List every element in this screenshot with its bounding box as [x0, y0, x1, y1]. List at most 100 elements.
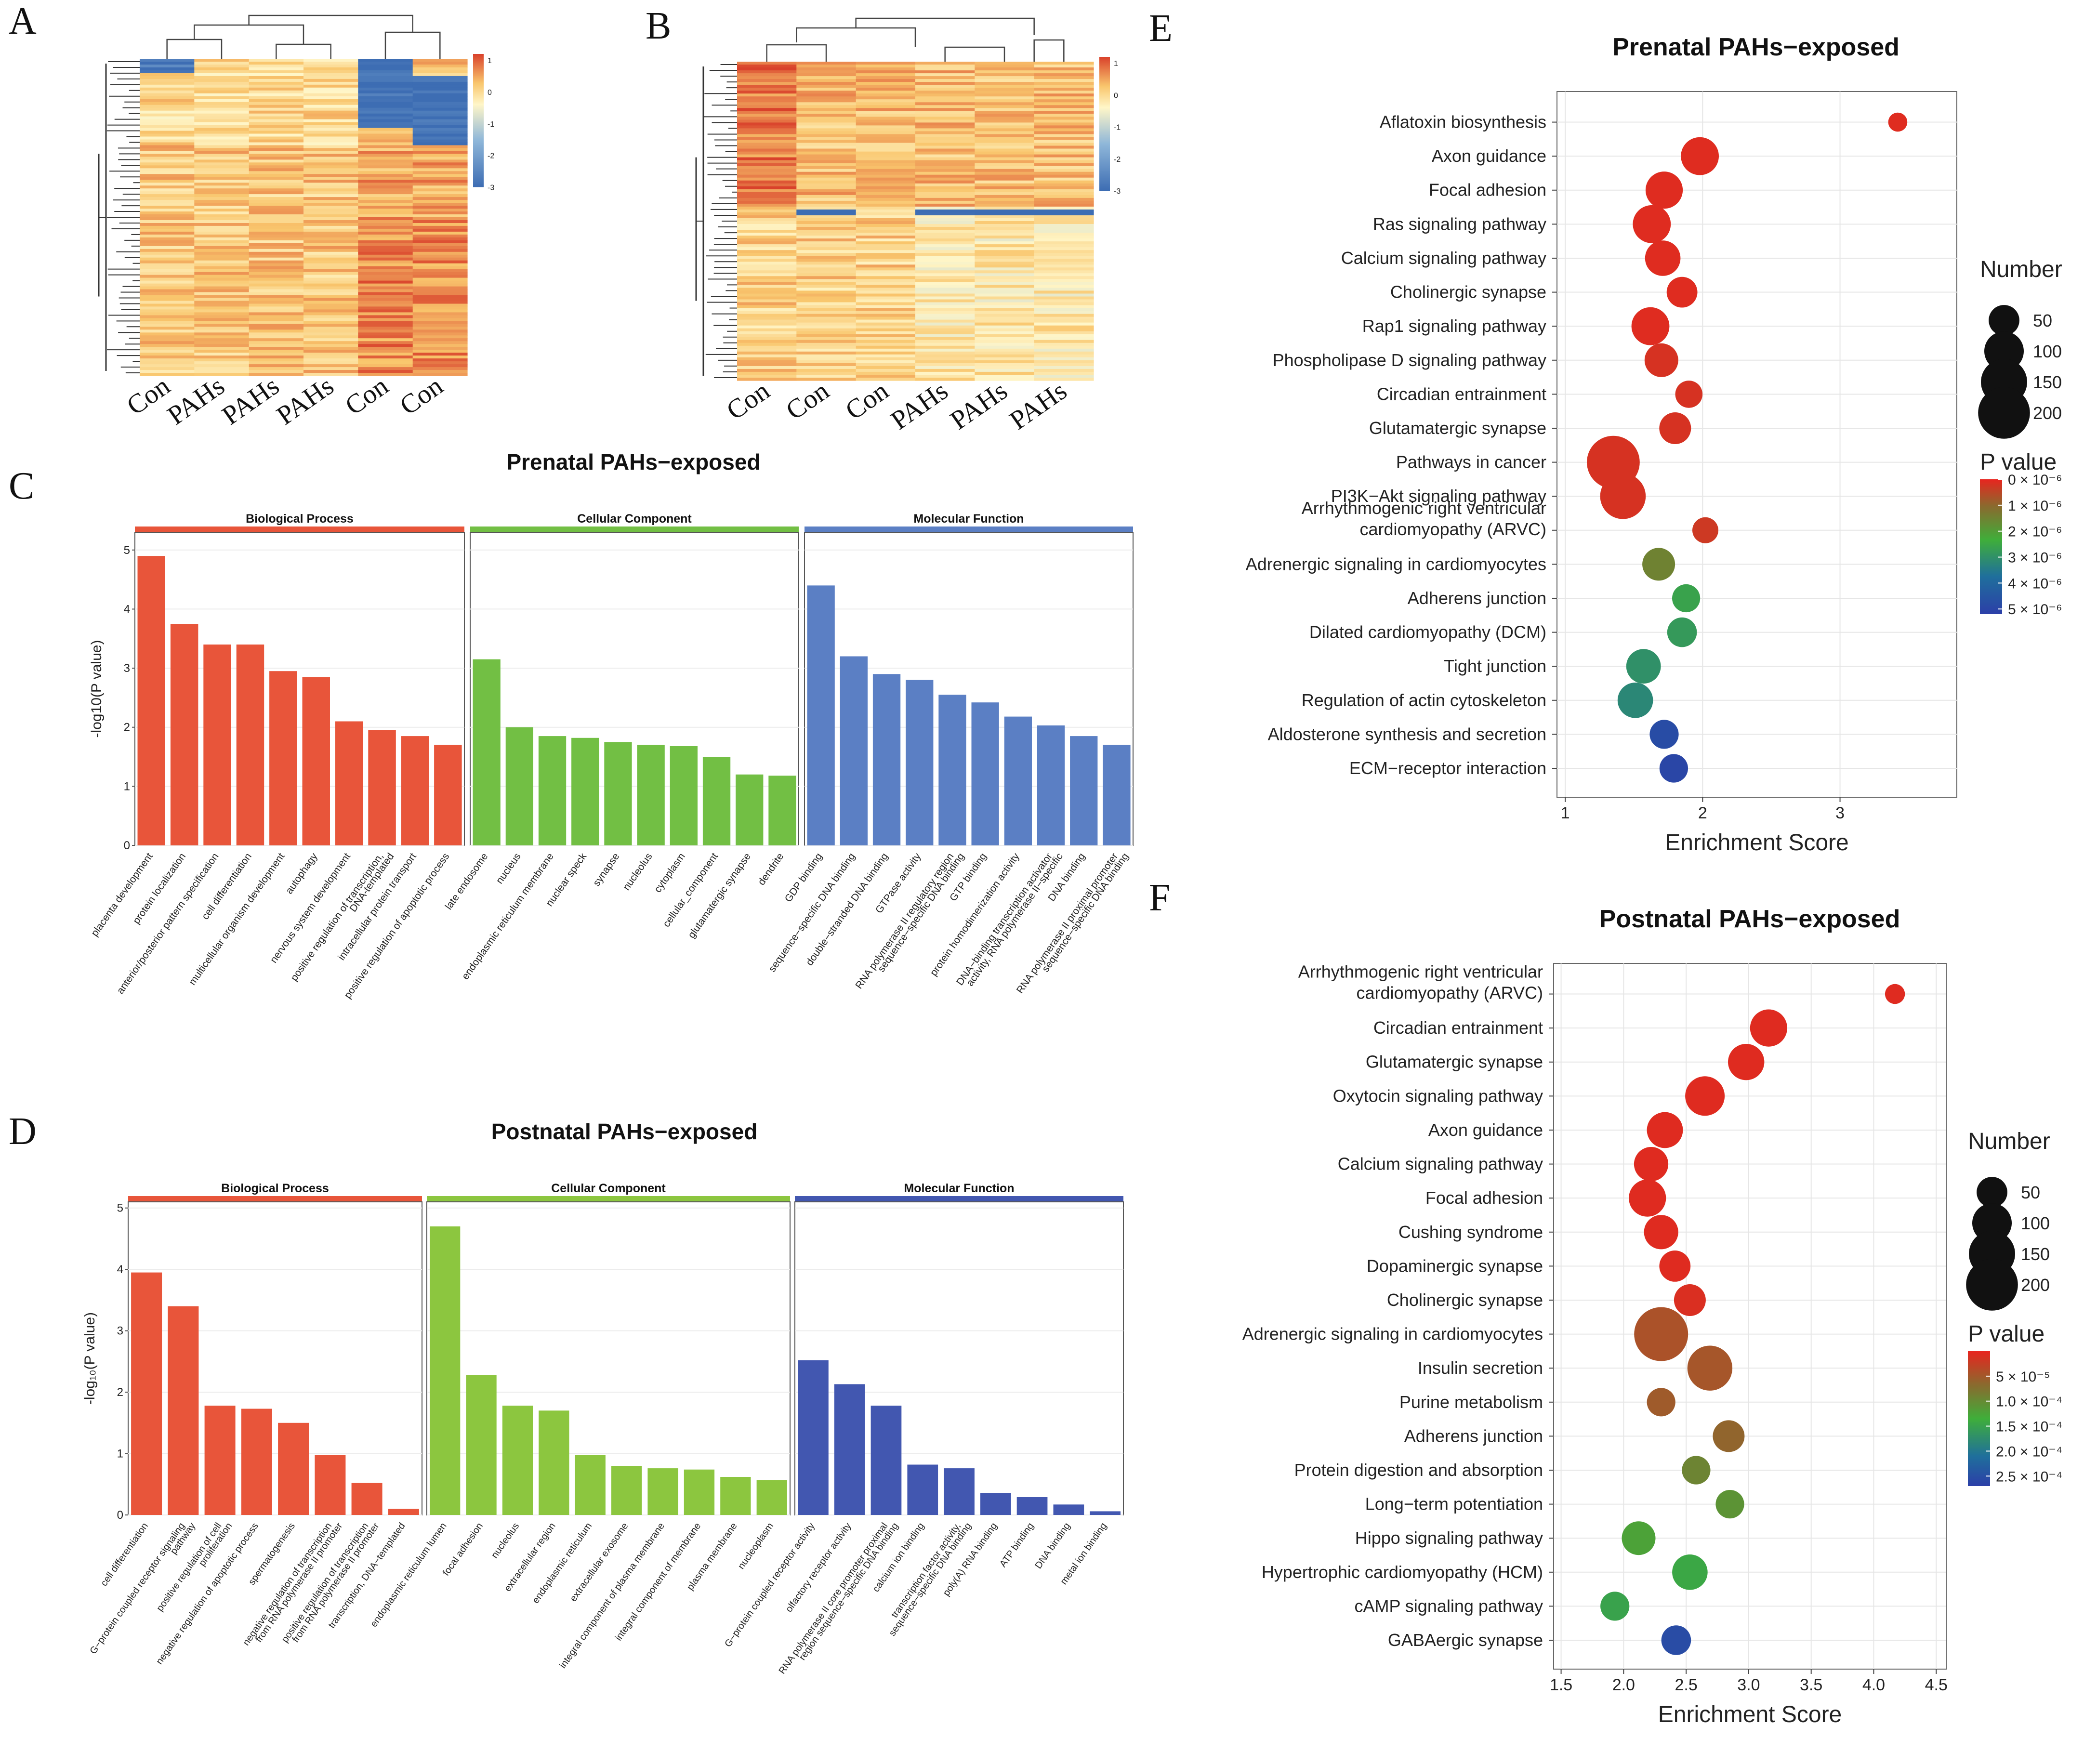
- dendrogram-branch: [766, 44, 827, 62]
- heatmap-cell: [1034, 131, 1094, 134]
- heatmap-cell: [303, 329, 358, 333]
- heatmap-cell: [915, 186, 975, 190]
- point-regulation-of-actin-cytoskeleton: [1617, 683, 1653, 718]
- heatmap-cell: [796, 65, 857, 68]
- heatmap-cell: [856, 131, 916, 134]
- category-label: Tight junction: [1444, 656, 1546, 676]
- heatmap-cell: [1034, 197, 1094, 201]
- bar-intracellular-protein-transport: [401, 736, 429, 845]
- heatmap-cell: [796, 285, 857, 288]
- heatmap-cell: [303, 243, 358, 247]
- heatmap-cell: [1034, 209, 1094, 213]
- point-protein-digestion-and-absorption: [1682, 1456, 1711, 1485]
- size-legend-label: 150: [2033, 372, 2062, 392]
- heatmap-cell: [140, 122, 195, 126]
- heatmap-cell: [303, 355, 358, 359]
- size-legend-circle: [1977, 1177, 2007, 1208]
- heatmap-cell: [303, 93, 358, 97]
- heatmap-cell: [249, 373, 304, 376]
- facet-strip-bar: [805, 527, 1133, 532]
- heatmap-cell: [856, 82, 916, 85]
- heatmap-cell: [358, 312, 413, 316]
- heatmap-cell: [1034, 148, 1094, 152]
- category-label: cardiomyopathy (ARVC): [1360, 519, 1546, 539]
- heatmap-cell: [1034, 247, 1094, 250]
- heatmap-cell: [856, 93, 916, 97]
- plot-frame: [1553, 963, 1947, 1670]
- heatmap-cell: [140, 312, 195, 316]
- heatmap-cell: [412, 260, 468, 264]
- heatmap-cell: [140, 260, 195, 264]
- heatmap-cell: [975, 209, 1035, 213]
- heatmap-cell: [915, 122, 975, 126]
- heatmap-cell: [796, 82, 857, 85]
- heatmap-cell: [194, 73, 250, 77]
- heatmap-cell: [737, 197, 797, 201]
- bar-spermatogenesis: [278, 1422, 309, 1515]
- bar-poly-a-rna-binding: [980, 1493, 1011, 1515]
- heatmap-cell: [1034, 96, 1094, 100]
- heatmap-cell: [856, 166, 916, 170]
- heatmap-cell: [140, 70, 195, 74]
- heatmap-cell: [249, 269, 304, 273]
- heatmap-cell: [303, 194, 358, 197]
- heatmap-cell: [194, 154, 250, 157]
- heatmap-cell: [140, 171, 195, 174]
- heatmap-cell: [358, 257, 413, 261]
- heatmap-cell: [194, 79, 250, 82]
- heatmap-cell: [1034, 91, 1094, 94]
- heatmap-cell: [975, 360, 1035, 364]
- heatmap-cell: [303, 263, 358, 267]
- heatmap-cell: [796, 93, 857, 97]
- heatmap-cell: [140, 277, 195, 281]
- heatmap-cell: [975, 316, 1035, 320]
- column-label: Con: [395, 371, 448, 421]
- heatmap-cell: [358, 347, 413, 350]
- column-dendrogram: [166, 14, 441, 59]
- heatmap-cell: [737, 73, 797, 77]
- heatmap-cell: [303, 223, 358, 226]
- heatmap-cell: [856, 99, 916, 103]
- heatmap-cell: [856, 91, 916, 94]
- category-label: Adrenergic signaling in cardiomyocytes: [1246, 554, 1546, 574]
- heatmap-cell: [249, 102, 304, 105]
- colorbar-tick-label: -2: [1114, 156, 1121, 164]
- heatmap-cell: [412, 341, 468, 344]
- color-legend-label: 5 × 10⁻⁵: [1996, 1369, 2050, 1385]
- heatmap-cell: [796, 166, 857, 170]
- heatmap-cell: [915, 183, 975, 187]
- heatmap-cell: [737, 117, 797, 120]
- heatmap-cell: [194, 174, 250, 177]
- heatmap-cell: [796, 290, 857, 294]
- heatmap-cell: [249, 185, 304, 189]
- heatmap-cell: [796, 174, 857, 178]
- heatmap-cell: [737, 154, 797, 158]
- heatmap-cell: [737, 180, 797, 184]
- heatmap-cell: [737, 62, 797, 65]
- heatmap-cell: [975, 88, 1035, 91]
- heatmap-cell: [140, 76, 195, 79]
- heatmap-cell: [194, 344, 250, 347]
- heatmap-cell: [249, 234, 304, 238]
- heatmap-cell: [1034, 76, 1094, 79]
- heatmap-cell: [796, 337, 857, 341]
- heatmap-cell: [737, 311, 797, 315]
- heatmap-cells: [140, 59, 468, 376]
- category-label: Calcium signaling pathway: [1338, 1154, 1543, 1174]
- column-label: PAHs: [885, 376, 953, 436]
- heatmap-cell: [737, 288, 797, 291]
- heatmap-cell: [915, 91, 975, 94]
- heatmap-cell: [1034, 122, 1094, 126]
- y-tick-label: 5: [124, 544, 130, 557]
- heatmap-cell: [856, 331, 916, 335]
- heatmap-cell: [856, 111, 916, 114]
- heatmap-cell: [249, 209, 304, 212]
- heatmap-cell: [249, 145, 304, 149]
- heatmap-cell: [249, 286, 304, 290]
- heatmap-cell: [737, 108, 797, 111]
- heatmap-cell: [412, 151, 468, 154]
- heatmap-cell: [915, 88, 975, 91]
- bar-nuclear-speck: [571, 737, 599, 845]
- heatmap-cell: [194, 116, 250, 120]
